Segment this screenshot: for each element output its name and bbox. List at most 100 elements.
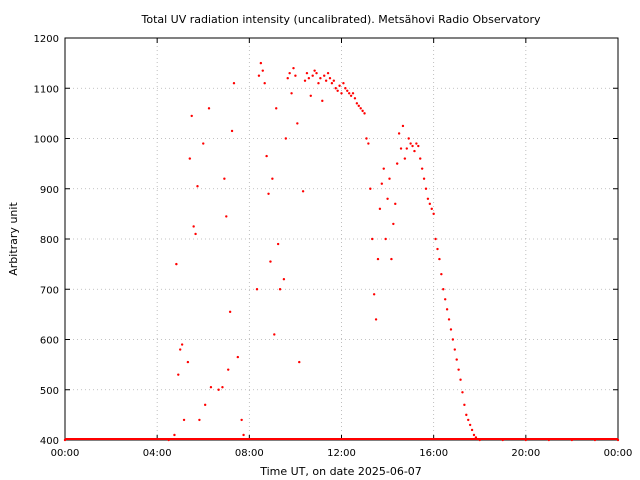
data-point	[449, 328, 453, 331]
data-point	[384, 237, 387, 241]
data-point	[355, 102, 359, 105]
data-point	[382, 167, 385, 170]
data-point	[332, 79, 336, 82]
data-point	[340, 92, 343, 95]
data-point	[378, 207, 382, 211]
data-point	[436, 247, 439, 251]
data-point	[173, 433, 176, 437]
x-tick-label: 12:00	[327, 448, 356, 459]
data-point	[296, 122, 299, 125]
data-point	[457, 368, 460, 371]
data-point	[278, 288, 282, 291]
x-tick-label: 04:00	[143, 448, 172, 459]
data-point	[463, 403, 466, 407]
data-point	[328, 77, 332, 80]
data-point	[227, 368, 230, 371]
data-point	[63, 438, 67, 442]
data-point	[434, 237, 437, 241]
data-point	[336, 89, 339, 92]
data-point	[470, 428, 474, 432]
data-point	[338, 84, 341, 87]
data-point	[347, 92, 351, 95]
data-point	[472, 433, 476, 437]
data-point	[180, 343, 184, 346]
data-point	[468, 423, 472, 427]
data-point	[426, 197, 430, 200]
data-point	[459, 378, 462, 381]
data-point	[399, 147, 403, 150]
data-point	[453, 348, 456, 351]
y-tick-label: 900	[40, 185, 59, 196]
data-point	[361, 109, 364, 113]
data-point	[292, 66, 295, 70]
data-point	[265, 154, 268, 158]
data-point	[196, 185, 199, 188]
data-point	[323, 74, 326, 77]
data-point	[255, 288, 259, 291]
data-point	[401, 124, 405, 128]
data-point	[374, 318, 378, 321]
data-point	[225, 215, 228, 218]
data-point	[390, 257, 393, 261]
y-tick-label: 400	[40, 436, 59, 447]
data-point	[440, 272, 443, 276]
data-point	[207, 107, 211, 110]
data-point	[230, 129, 234, 133]
data-point	[524, 438, 528, 442]
x-tick-label: 08:00	[235, 448, 264, 459]
data-point	[570, 438, 574, 442]
y-tick-label: 700	[40, 285, 59, 296]
data-point	[465, 413, 468, 417]
data-point	[547, 438, 551, 442]
data-point	[451, 338, 455, 341]
data-point	[286, 77, 289, 80]
data-point	[346, 89, 349, 92]
data-point	[203, 403, 207, 407]
data-point	[616, 438, 620, 442]
y-tick-label: 1200	[34, 34, 59, 45]
data-point	[284, 137, 288, 140]
data-point	[330, 82, 334, 85]
data-point	[273, 333, 276, 336]
data-point	[315, 71, 318, 75]
data-point	[186, 360, 190, 364]
data-point	[428, 202, 432, 206]
data-point	[307, 77, 311, 80]
data-point	[419, 157, 422, 160]
data-point	[344, 87, 347, 90]
data-point	[228, 310, 232, 314]
data-point	[290, 92, 293, 95]
data-point	[177, 373, 180, 376]
data-point	[175, 262, 178, 266]
data-point	[403, 157, 407, 160]
data-point	[319, 77, 322, 80]
data-point	[259, 61, 263, 65]
x-tick-label: 20:00	[511, 448, 540, 459]
data-point	[326, 71, 330, 75]
data-point	[321, 99, 324, 103]
data-point	[397, 132, 401, 135]
data-point	[415, 142, 418, 145]
data-point	[445, 308, 449, 311]
y-tick-label: 1000	[34, 135, 59, 146]
data-point	[282, 278, 286, 281]
data-point	[424, 187, 428, 190]
data-point	[236, 355, 240, 359]
data-point	[369, 187, 372, 190]
chart-title: Total UV radiation intensity (uncalibrat…	[141, 13, 541, 26]
data-point	[430, 207, 433, 211]
data-point	[351, 92, 355, 95]
data-point	[474, 436, 478, 439]
data-point	[182, 418, 186, 422]
data-point	[240, 418, 243, 422]
data-point	[432, 212, 435, 216]
y-axis-label: Arbitrary unit	[7, 202, 20, 276]
data-point	[167, 438, 170, 442]
data-point	[407, 137, 410, 140]
data-point	[334, 87, 337, 90]
x-tick-label: 00:00	[604, 448, 633, 459]
data-point	[188, 157, 192, 160]
data-point	[190, 114, 193, 118]
data-point	[275, 107, 278, 110]
